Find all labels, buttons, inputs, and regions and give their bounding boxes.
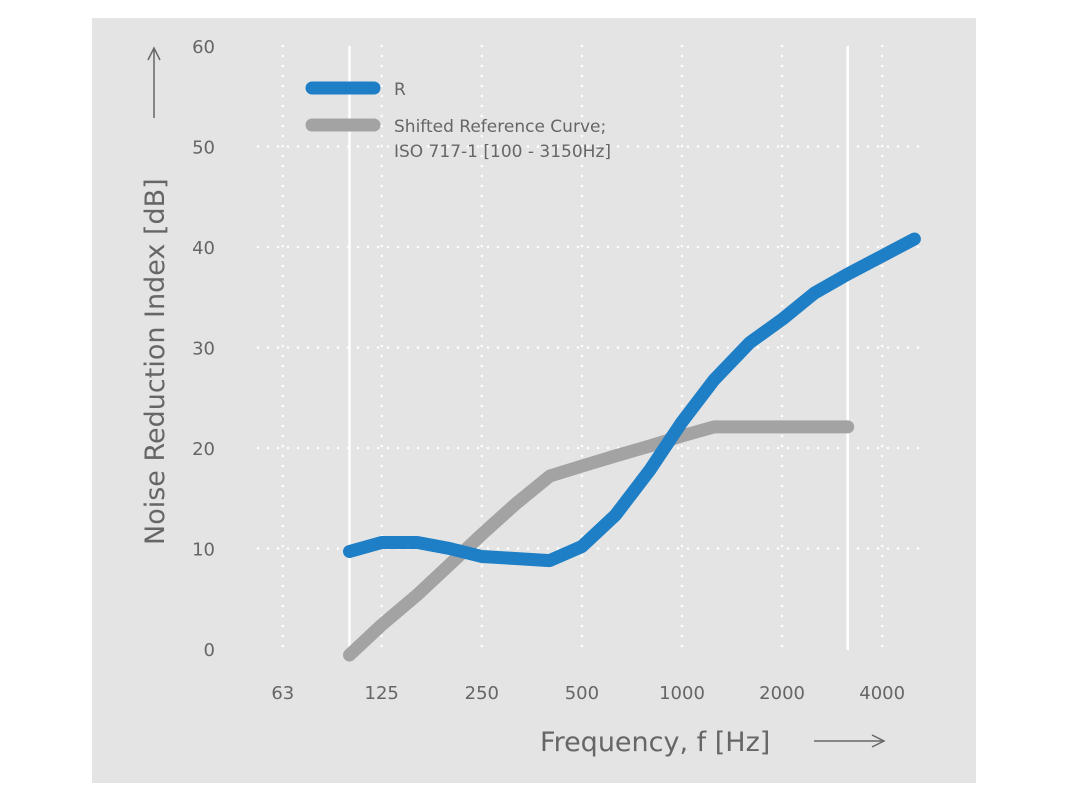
x-axis-arrow [814,734,886,748]
y-tick-label: 60 [192,37,215,58]
series-line [343,232,921,568]
series-line [343,420,855,662]
y-axis-label: Noise Reduction Index [dB] [140,178,171,545]
x-tick-label: 250 [465,683,499,704]
y-tick-label: 10 [192,540,215,561]
x-tick-label: 125 [365,683,399,704]
x-tick-label: 500 [565,683,599,704]
y-tick-label: 50 [192,138,215,159]
legend-label-reference-2: ISO 717-1 [100 - 3150Hz] [394,142,611,162]
y-tick-label: 40 [192,238,215,259]
legend: R Shifted Reference Curve; ISO 717-1 [10… [305,80,611,162]
x-tick-label: 2000 [759,683,805,704]
legend-label-reference-1: Shifted Reference Curve; [394,117,606,137]
y-tick-label: 30 [192,339,215,360]
y-tick-label: 20 [192,439,215,460]
y-tick-label: 0 [204,640,215,661]
x-axis-label: Frequency, f [Hz] [540,727,770,758]
legend-label-r: R [394,80,406,100]
x-tick-label: 4000 [859,683,905,704]
x-tick-label: 63 [271,683,294,704]
y-axis-arrow [147,46,161,118]
x-tick-label: 1000 [659,683,705,704]
